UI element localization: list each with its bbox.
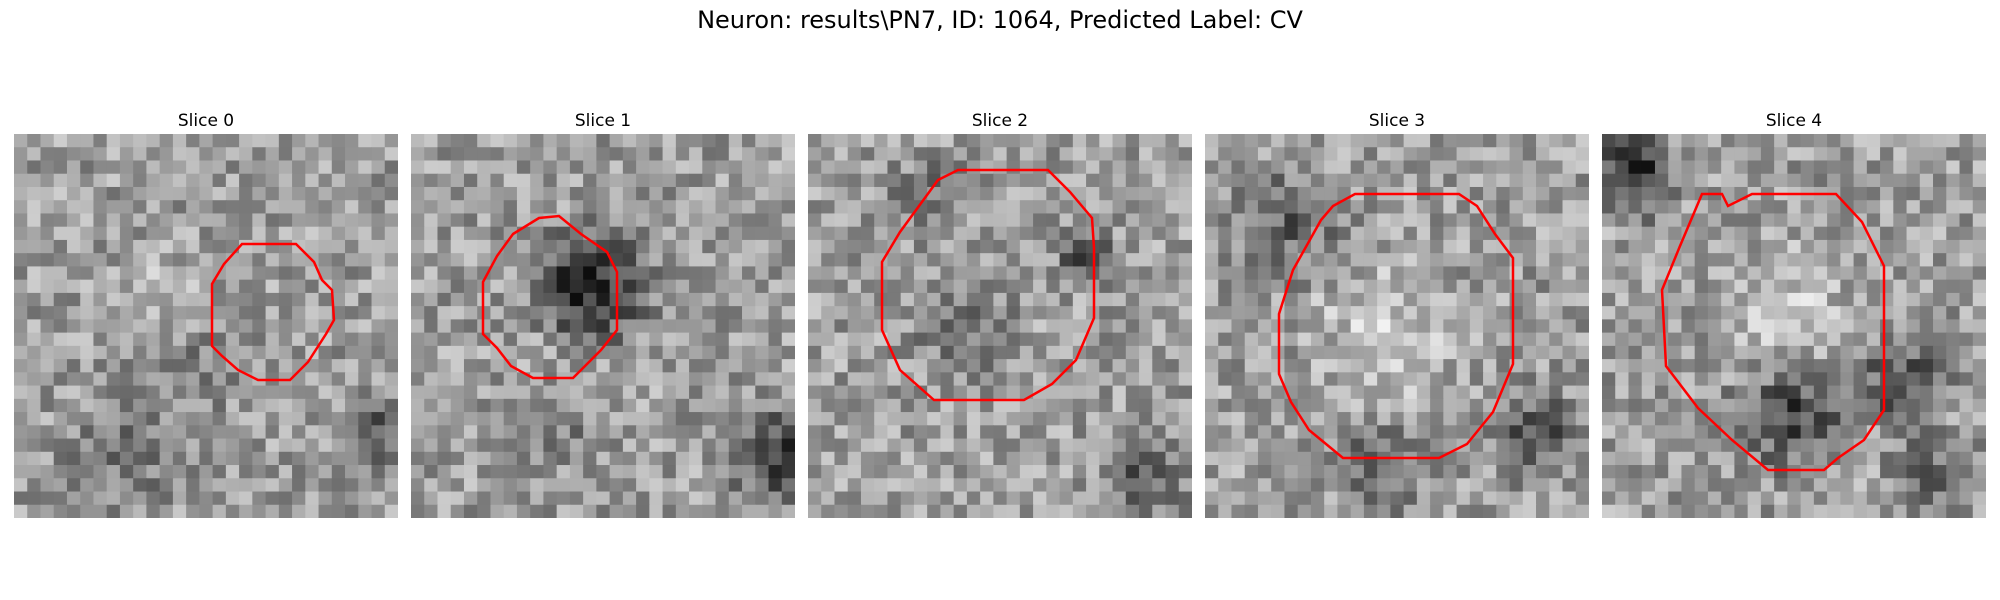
noise-layer-1 bbox=[411, 134, 795, 518]
slice-image-4 bbox=[1602, 134, 1986, 518]
noise-layer-0 bbox=[14, 134, 398, 518]
slice-image-2 bbox=[808, 134, 1192, 518]
contour-0 bbox=[210, 242, 336, 382]
noise-layer-3 bbox=[1205, 134, 1589, 518]
slice-title-4: Slice 4 bbox=[1765, 111, 1823, 131]
slice-panel-4: Slice 4 bbox=[1602, 110, 1986, 518]
slice-image-3 bbox=[1205, 134, 1589, 518]
slice-title-0: Slice 0 bbox=[177, 111, 235, 131]
contour-3 bbox=[1277, 192, 1515, 460]
noise-layer-4 bbox=[1602, 134, 1986, 518]
slice-panel-0: Slice 0 bbox=[14, 110, 398, 518]
noise-layer-2 bbox=[808, 134, 1192, 518]
slice-panel-2: Slice 2 bbox=[808, 110, 1192, 518]
slice-title-2: Slice 2 bbox=[971, 111, 1029, 131]
contour-1 bbox=[481, 214, 619, 380]
slice-title-1: Slice 1 bbox=[574, 111, 632, 131]
slice-image-1 bbox=[411, 134, 795, 518]
slice-image-0 bbox=[14, 134, 398, 518]
slice-panel-1: Slice 1 bbox=[411, 110, 795, 518]
slice-title-3: Slice 3 bbox=[1368, 111, 1426, 131]
figure-title: Neuron: results\PN7, ID: 1064, Predicted… bbox=[697, 6, 1303, 34]
contour-4 bbox=[1660, 192, 1886, 472]
contour-2 bbox=[880, 168, 1096, 402]
slice-panel-3: Slice 3 bbox=[1205, 110, 1589, 518]
